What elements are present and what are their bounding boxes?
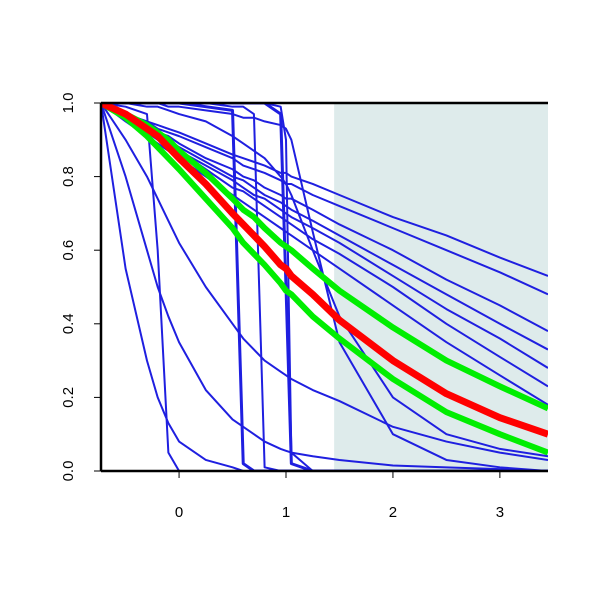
series-line: [101, 103, 548, 296]
series-line: [101, 103, 548, 438]
x-tick-label: 2: [389, 504, 397, 521]
x-tick-label: 3: [496, 504, 504, 521]
series-line: [101, 103, 548, 471]
y-tick-label: 0.8: [60, 166, 77, 187]
series-line: [101, 103, 548, 456]
y-tick-label: 0.0: [60, 461, 77, 482]
series-line: [101, 103, 548, 277]
y-tick-label: 0.4: [60, 313, 77, 334]
y-tick-label: 1.0: [60, 93, 77, 114]
y-tick-label: 0.6: [60, 240, 77, 261]
lines-layer: [101, 103, 548, 471]
series-line: [101, 103, 548, 458]
x-tick-label: 0: [175, 504, 183, 521]
series-line: [101, 103, 548, 471]
axes-layer: 0 1 2 3 0.0 0.2 0.4 0.6 0.8 1.0: [60, 93, 548, 521]
series-line: [101, 103, 548, 471]
y-tick-label: 0.2: [60, 387, 77, 408]
x-tick-label: 1: [282, 504, 290, 521]
series-line: [101, 103, 548, 471]
series-line: [101, 103, 548, 461]
